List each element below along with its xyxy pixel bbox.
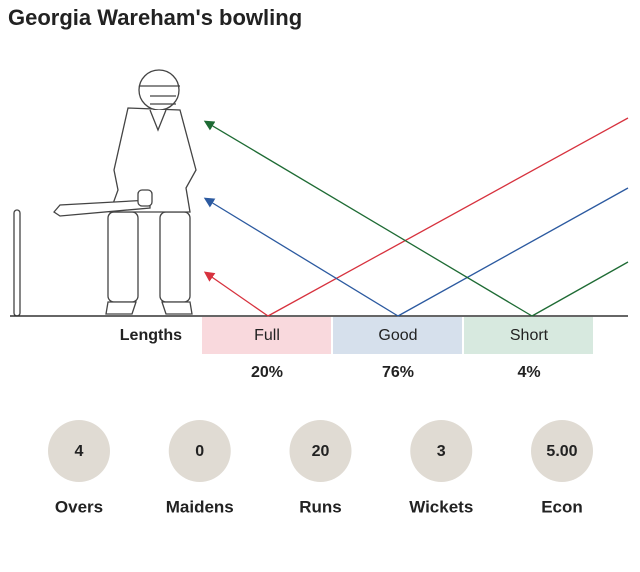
stat-label: Wickets (409, 497, 473, 516)
stat-value: 4 (75, 443, 84, 460)
length-name: Short (510, 327, 549, 344)
lengths-label: Lengths (120, 327, 182, 344)
length-share: 4% (517, 364, 540, 381)
stat-value: 3 (437, 443, 446, 460)
stat-label: Maidens (166, 497, 234, 516)
trajectories (203, 117, 629, 317)
stat-circle (289, 420, 352, 482)
stat-circle (410, 420, 473, 482)
length-box (202, 317, 331, 354)
length-name: Full (254, 327, 280, 344)
length-share: 76% (382, 364, 414, 381)
length-box (464, 317, 593, 354)
stat-label: Overs (55, 497, 103, 516)
stat-label: Runs (299, 497, 342, 516)
length-name: Good (378, 327, 417, 344)
stat-value: 20 (312, 443, 330, 460)
title: Georgia Wareham's bowling (8, 5, 302, 30)
stat-label: Econ (541, 497, 583, 516)
stat-value: 0 (195, 443, 204, 460)
stat-circle (168, 420, 231, 482)
length-share: 20% (251, 364, 283, 381)
stat-circle (48, 420, 110, 482)
batter (13, 69, 197, 317)
stat-circle (531, 420, 593, 482)
length-box (333, 317, 462, 354)
stat-value: 5.00 (546, 443, 577, 460)
